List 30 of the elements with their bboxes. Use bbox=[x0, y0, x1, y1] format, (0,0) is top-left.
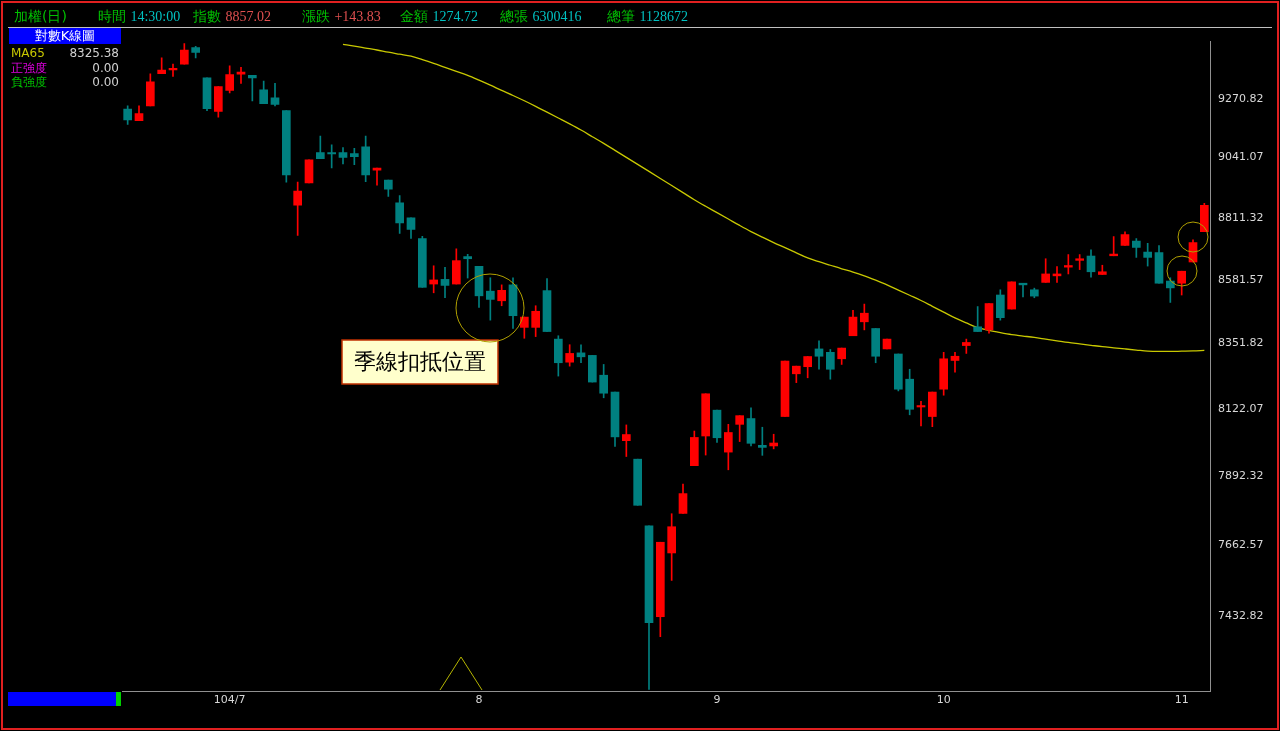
x-tick-label: 9 bbox=[713, 693, 721, 707]
line-series bbox=[342, 43, 1205, 353]
y-tick-label: 9270.82 bbox=[1218, 91, 1264, 105]
y-tick-label: 7892.32 bbox=[1218, 468, 1264, 482]
y-tick-label: 8351.82 bbox=[1218, 336, 1264, 350]
text: 8325.38 bbox=[69, 46, 119, 61]
candlestick bbox=[440, 267, 450, 299]
y-tick-label: 8581.57 bbox=[1218, 272, 1264, 286]
text: 總張 6300416 bbox=[500, 8, 582, 24]
chart-subtitle: 對數K線圖 bbox=[9, 28, 121, 44]
text: 負強度 0.00 bbox=[11, 75, 119, 89]
text: MA65 bbox=[11, 46, 45, 61]
x-tick-label: 8 bbox=[475, 693, 483, 707]
y-tick-label: 8122.07 bbox=[1218, 401, 1264, 415]
y-tick-label: 7432.82 bbox=[1218, 609, 1264, 623]
y-tick-label: 8811.32 bbox=[1218, 210, 1264, 224]
candlestick bbox=[814, 340, 824, 370]
text: 指數 8857.02 bbox=[193, 8, 271, 24]
x-tick-label: 11 bbox=[1174, 693, 1189, 707]
text: 正強度 0.00 bbox=[11, 60, 119, 75]
annotation: 季線扣抵位置 bbox=[354, 348, 486, 374]
text: 時間 14:30:00 bbox=[98, 8, 181, 24]
y-tick-label: 7662.57 bbox=[1218, 537, 1264, 551]
x-tick-label: 10 bbox=[936, 693, 951, 707]
text: 金額 1274.72 bbox=[400, 8, 478, 24]
text: 漲跌 +143.83 bbox=[302, 8, 381, 24]
y-tick-label: 9041.07 bbox=[1218, 150, 1264, 164]
chart-title: 加權(日) bbox=[14, 8, 67, 26]
x-tick-label: 104/7 bbox=[213, 693, 246, 707]
text: 總筆 1128672 bbox=[607, 8, 688, 24]
